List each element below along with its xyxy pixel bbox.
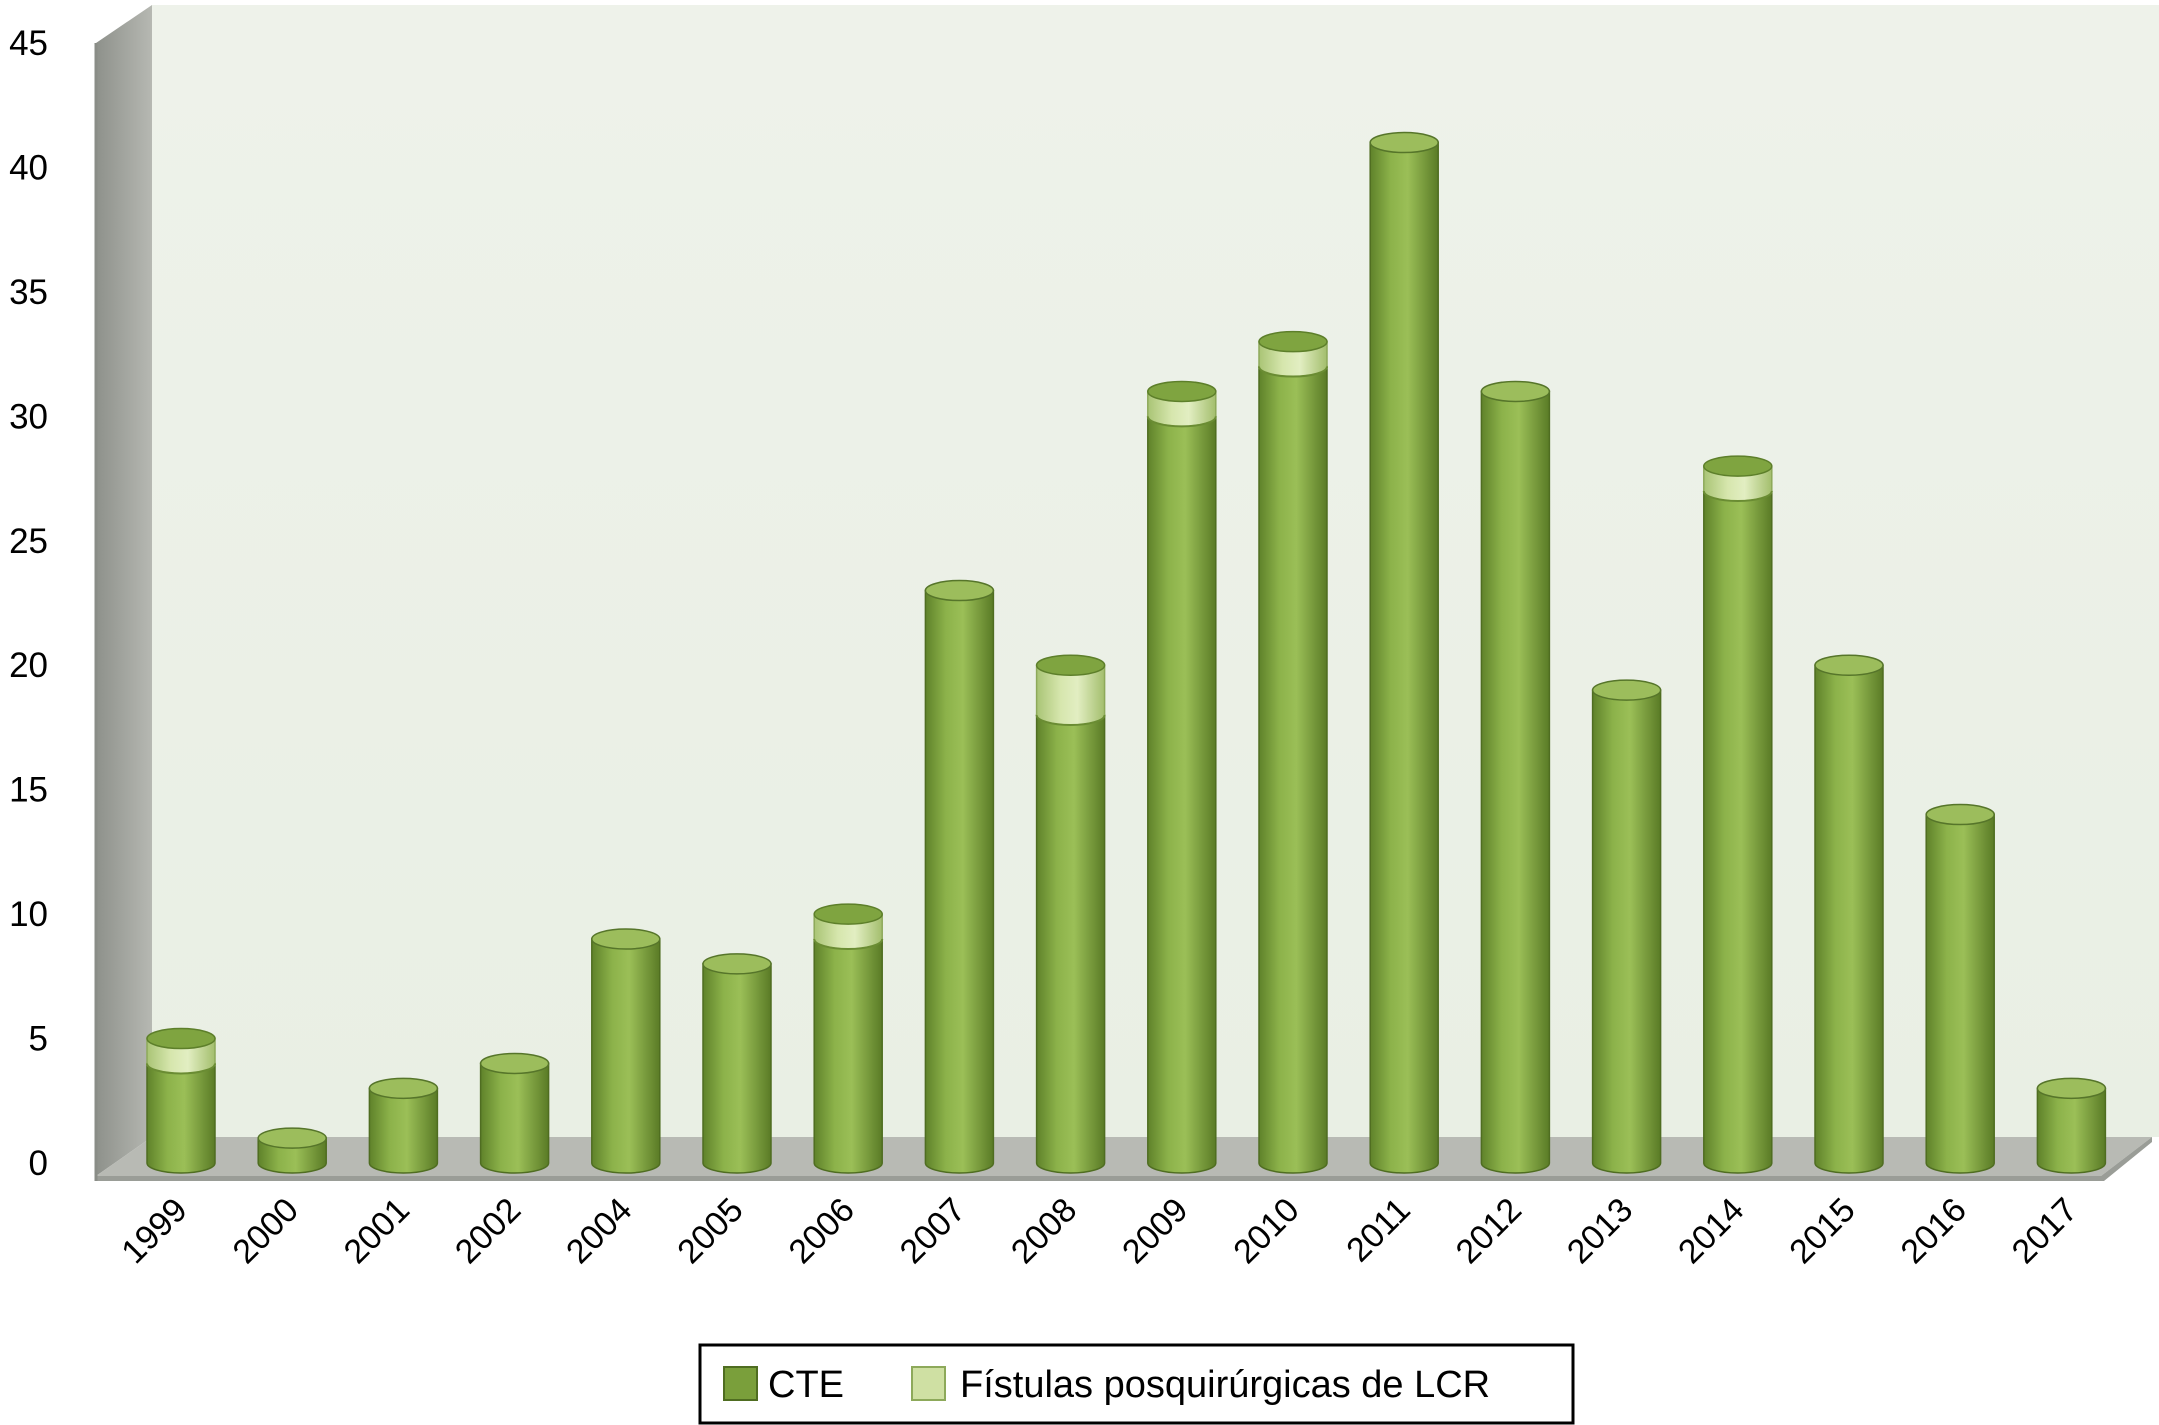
y-tick-label: 35 [9,273,48,312]
x-tick-label: 2012 [1449,1191,1529,1271]
bar-cte-2007 [924,589,995,1174]
bar-cte-2001 [368,1087,439,1174]
bar-cte-1999 [146,1062,216,1174]
bar-top-2007 [924,579,995,602]
bar-group-2007 [924,579,995,1174]
x-tick-label: 2001 [337,1191,417,1271]
y-tick-label: 40 [9,148,48,187]
bar-cte-2009 [1147,415,1217,1174]
bar-top-2008 [1035,654,1106,676]
bar-cte-2008 [1035,714,1106,1174]
bar-cte-2011 [1369,141,1439,1174]
bar-top-2002 [479,1052,550,1075]
bar-top-2009 [1147,380,1217,403]
x-tick-label: 2005 [670,1191,750,1271]
bar-cte-2006 [813,938,883,1174]
bar-top-2004 [591,928,661,950]
y-tick-label: 30 [9,397,48,436]
side-wall [96,5,152,1176]
x-axis: 1999 2000 2001 2002 2004 2005 2006 2007 2008 2009… [114,1191,2085,1271]
legend: CTE Fístulas posquirúrgicas de LCR [698,1343,1575,1425]
bar-top-2012 [1480,380,1551,403]
bar-group-2014 [1702,455,1773,1174]
bar-top-2000 [257,1127,327,1149]
bar-top-2010 [1258,330,1328,353]
bar-top-2017 [2036,1077,2107,1100]
y-tick-label: 25 [9,522,48,561]
y-tick-label: 0 [29,1144,48,1183]
bar-group-2002 [479,1052,550,1174]
bar-top-2006 [813,903,883,925]
bar-top-2001 [368,1077,439,1100]
bar-seam [1702,490,1773,502]
bar-group-2016 [1925,803,1995,1174]
legend-box [698,1343,1575,1425]
x-tick-label: 2002 [448,1191,528,1271]
x-tick-label: 2009 [1115,1191,1195,1271]
bar-cte-2016 [1925,813,1995,1174]
bar-seam [1258,366,1328,378]
bar-seam [146,1063,216,1075]
bar-cte-2002 [479,1062,550,1174]
x-tick-label: 2004 [559,1191,639,1271]
x-tick-label: 2017 [2005,1191,2085,1271]
x-tick-label: 2000 [226,1191,306,1271]
bar-cte-2017 [2036,1087,2107,1174]
x-tick-label: 2014 [1671,1191,1751,1271]
bar-cte-2014 [1703,490,1773,1174]
bar-cte-2005 [702,963,772,1174]
x-tick-label: 2007 [893,1191,973,1271]
bar-group-2011 [1369,131,1439,1174]
bar-group-2004 [591,928,661,1174]
bar-seam [1146,416,1217,428]
y-tick-label: 10 [9,895,48,934]
bar-cte-2010 [1258,365,1328,1174]
x-tick-label: 2010 [1226,1191,1306,1271]
legend-swatch-cte [723,1366,758,1401]
bar-group-1999 [146,1027,216,1174]
legend-swatch-fistulas [911,1366,946,1401]
bar-group-2000 [257,1127,327,1174]
x-tick-label: 2015 [1782,1191,1862,1271]
bar-top-2011 [1369,131,1439,154]
bar-top-2016 [1925,803,1995,826]
bar-cte-2004 [591,938,661,1174]
x-tick-label: 2013 [1560,1191,1640,1271]
bar-group-2009 [1146,380,1217,1174]
bar-group-2013 [1591,679,1662,1174]
bar-group-2008 [1035,654,1106,1174]
bar-group-2012 [1480,380,1551,1174]
floor-front-edge [96,1137,2152,1181]
y-tick-label: 5 [29,1020,48,1059]
x-tick-label: 2016 [1894,1191,1974,1271]
y-tick-label: 20 [9,646,48,685]
x-tick-label: 2008 [1004,1191,1084,1271]
bar-cte-2013 [1591,689,1662,1174]
bar-top-2015 [1814,654,1884,676]
bar-top-2005 [702,953,772,975]
bar-seam [1035,714,1106,726]
bar-cte-2015 [1814,664,1884,1174]
bar-group-2005 [702,953,772,1174]
bar-seam [813,938,884,950]
bar-group-2010 [1258,330,1328,1174]
legend-label-cte: CTE [768,1364,844,1406]
bar-top-1999 [146,1027,216,1050]
y-tick-label: 15 [9,771,48,810]
bar-top-2014 [1703,455,1773,477]
x-tick-label: 1999 [114,1191,194,1271]
bars [146,131,2107,1174]
bar-group-2001 [368,1077,439,1174]
bar-group-2017 [2036,1077,2107,1174]
legend-label-fistulas: Fístulas posquirúrgicas de LCR [960,1364,1490,1406]
y-axis: 0 5 10 15 20 25 30 35 40 45 [9,24,48,1183]
y-tick-label: 45 [9,24,48,63]
x-tick-label: 2006 [782,1191,862,1271]
bar-cte-2012 [1480,390,1551,1174]
x-tick-label: 2011 [1339,1191,1418,1270]
bar-group-2015 [1814,654,1884,1174]
bar-top-2013 [1591,679,1662,701]
bar-group-2006 [813,903,884,1174]
